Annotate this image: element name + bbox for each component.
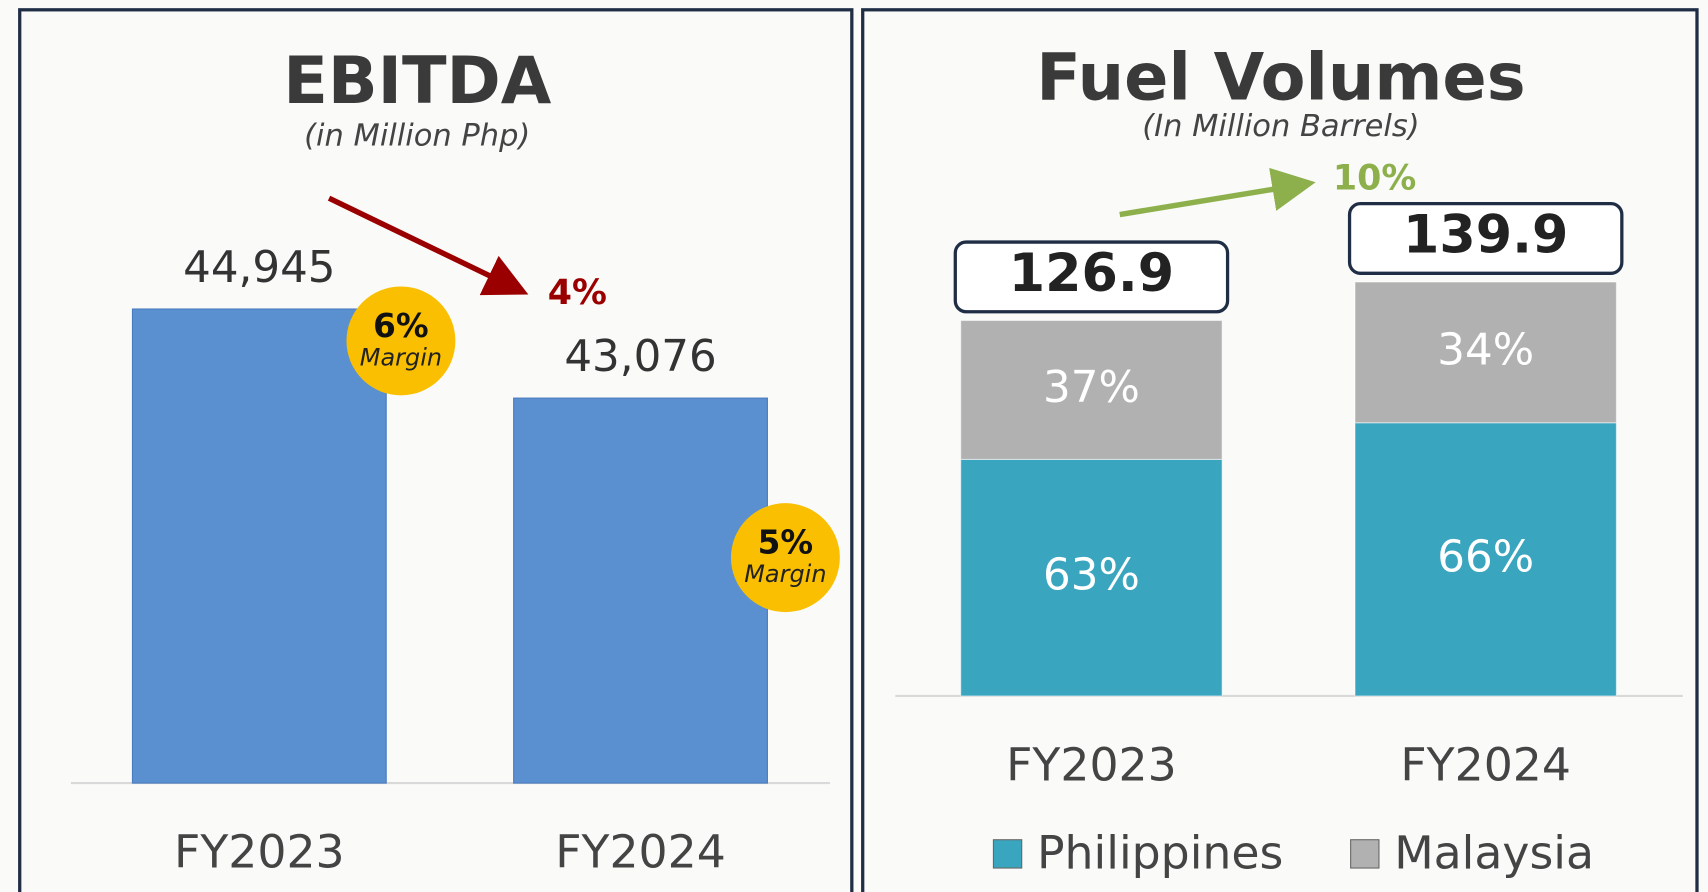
x-tick-label: FY2024 bbox=[555, 825, 726, 878]
annotation: 4% bbox=[548, 273, 607, 313]
x-tick-label: FY2023 bbox=[174, 825, 345, 878]
x-tick-label: FY2023 bbox=[1006, 738, 1177, 791]
chart-subtitle: (in Million Php) bbox=[304, 119, 530, 154]
total-box bbox=[953, 240, 1230, 314]
margin-caption: Margin bbox=[744, 560, 826, 588]
chart-subtitle: (In Million Barrels) bbox=[1142, 109, 1419, 144]
margin-badge bbox=[346, 286, 456, 396]
legend-swatch bbox=[1350, 839, 1380, 869]
margin-label: 6% bbox=[373, 307, 428, 345]
segment-label: 37% bbox=[1043, 363, 1140, 413]
value-label: 44,945 bbox=[183, 243, 335, 293]
trend-arrow bbox=[327, 195, 529, 296]
legend-label: Philippines bbox=[1037, 827, 1283, 880]
bar-segment bbox=[1354, 281, 1617, 424]
total-box bbox=[1347, 201, 1624, 275]
margin-caption: Margin bbox=[360, 343, 442, 371]
total-label: 126.9 bbox=[1009, 243, 1174, 304]
bar bbox=[131, 308, 387, 784]
x-tick-label: FY2024 bbox=[1400, 738, 1571, 791]
bar bbox=[513, 397, 768, 784]
segment-label: 34% bbox=[1437, 325, 1534, 375]
total-label: 139.9 bbox=[1403, 204, 1568, 265]
margin-label: 5% bbox=[758, 524, 813, 562]
trend-arrow bbox=[1119, 167, 1316, 218]
panel-border bbox=[18, 8, 854, 892]
panel-border bbox=[861, 8, 1699, 892]
margin-badge bbox=[730, 503, 840, 613]
segment-label: 63% bbox=[1043, 551, 1140, 601]
legend-label: Malaysia bbox=[1394, 827, 1594, 880]
bar-segment bbox=[960, 319, 1223, 460]
value-label: 43,076 bbox=[564, 332, 716, 382]
legend-swatch bbox=[992, 839, 1023, 869]
chart-title: Fuel Volumes bbox=[1036, 40, 1525, 116]
chart-title: EBITDA bbox=[283, 43, 552, 119]
annotation: 10% bbox=[1333, 159, 1416, 199]
segment-label: 66% bbox=[1437, 532, 1534, 582]
